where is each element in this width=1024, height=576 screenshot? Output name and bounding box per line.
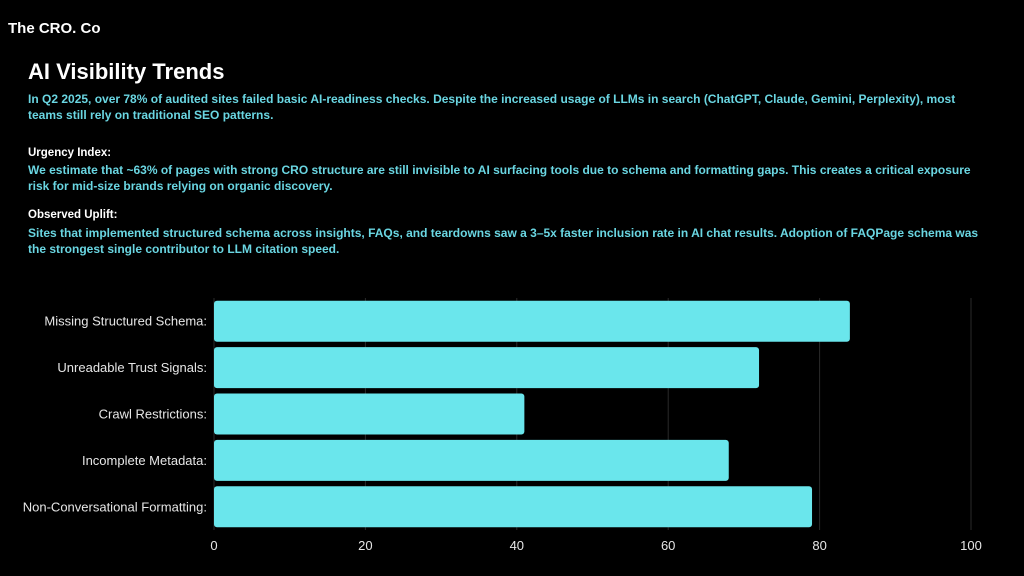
page-title: AI Visibility Trends <box>28 59 225 84</box>
x-tick-label: 40 <box>510 538 524 553</box>
uplift-heading: Observed Uplift: <box>28 209 118 221</box>
bar <box>214 486 813 528</box>
category-label: Crawl Restrictions: <box>99 407 207 422</box>
intro-paragraph: In Q2 2025, over 78% of audited sites fa… <box>28 92 956 122</box>
category-label: Incomplete Metadata: <box>82 453 207 468</box>
category-label: Missing Structured Schema: <box>44 314 207 329</box>
x-tick-label: 60 <box>661 538 675 553</box>
category-label: Non-Conversational Formatting: <box>23 499 207 514</box>
urgency-heading: Urgency Index: <box>28 147 112 159</box>
brand-logo-text: The CRO. Co <box>8 20 101 37</box>
category-label: Unreadable Trust Signals: <box>57 360 207 375</box>
uplift-text: Sites that implemented structured schema… <box>28 226 979 256</box>
bar <box>214 393 525 435</box>
urgency-text: We estimate that ~63% of pages with stro… <box>28 163 971 193</box>
bar <box>214 347 760 389</box>
bar <box>214 439 729 481</box>
x-tick-label: 100 <box>960 538 982 553</box>
bar <box>214 300 850 342</box>
x-tick-label: 0 <box>210 538 217 553</box>
x-tick-label: 20 <box>358 538 372 553</box>
x-tick-label: 80 <box>812 538 826 553</box>
bar-chart: Missing Structured Schema: Unreadable Tru… <box>23 298 982 553</box>
